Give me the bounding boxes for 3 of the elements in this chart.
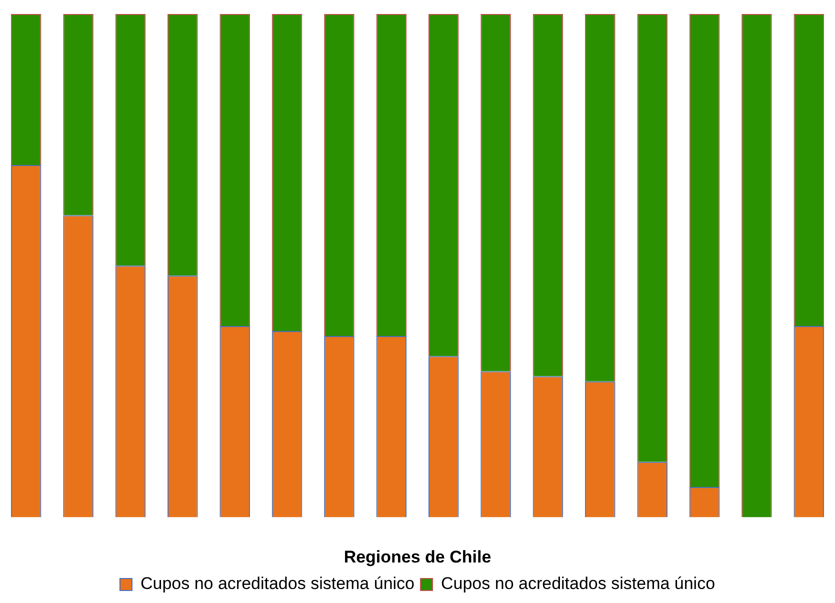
x-axis-title: Regiones de Chile: [344, 547, 492, 566]
legend-label: Cupos no acreditados sistema único: [441, 574, 716, 594]
legend-label: Cupos no acreditados sistema único: [140, 574, 415, 594]
